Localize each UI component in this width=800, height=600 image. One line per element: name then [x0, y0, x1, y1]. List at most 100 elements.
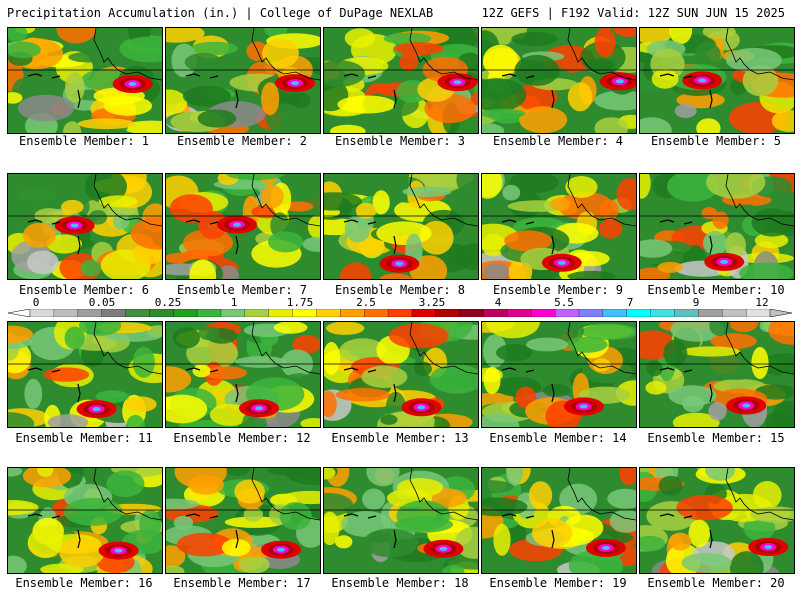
precip-blotch — [307, 215, 320, 239]
colorbar-swatch — [316, 309, 341, 317]
precip-blotch — [414, 361, 432, 377]
precip-blotch — [511, 31, 558, 47]
coastline — [251, 322, 320, 375]
precip-blotch — [502, 184, 521, 201]
colorbar-tick-label: 0.05 — [88, 296, 116, 309]
precip-blotch — [132, 346, 155, 378]
colorbar-tick-label: 0.25 — [154, 296, 182, 309]
precip-blotch — [166, 366, 192, 393]
colorbar-tick-label: 12 — [755, 296, 769, 309]
precip-blotch — [279, 502, 312, 530]
precip-blotch — [640, 239, 673, 258]
river-lines — [659, 73, 713, 109]
member-label: Ensemble Member: 3 — [334, 134, 466, 148]
precip-blotch — [204, 366, 248, 380]
member-label: Ensemble Member: 4 — [492, 134, 624, 148]
river-lines — [501, 73, 555, 109]
precip-blotch — [542, 383, 570, 397]
precip-max-core — [557, 260, 566, 265]
precip-max-core — [233, 222, 241, 227]
river-lines — [27, 219, 81, 255]
member-map-4 — [481, 27, 637, 134]
river-lines — [501, 367, 555, 403]
river-lines — [185, 367, 239, 403]
precip-blotch — [703, 230, 727, 256]
precip-max-core — [720, 259, 729, 264]
precip-blotch — [496, 343, 533, 362]
precip-blotch — [594, 28, 616, 58]
colorbar-tick-label: 2.5 — [356, 296, 376, 309]
colorbar-swatch — [387, 309, 413, 317]
coastline — [251, 28, 320, 81]
precip-blotch — [37, 468, 54, 477]
precip-blotch — [198, 210, 228, 239]
river-lines — [659, 367, 713, 403]
river-lines — [27, 73, 81, 109]
precip-field — [324, 28, 478, 133]
precip-field — [640, 28, 794, 133]
precip-blotch — [372, 190, 390, 215]
precip-blotch — [712, 211, 729, 230]
coastline — [725, 174, 794, 227]
precip-blotch — [64, 326, 85, 350]
precip-blotch — [709, 322, 731, 336]
coastline — [567, 174, 636, 227]
precip-blotch — [482, 108, 526, 119]
member-label: Ensemble Member: 1 — [18, 134, 150, 148]
precip-blotch — [725, 47, 782, 73]
precip-blotch — [77, 118, 135, 130]
member-label: Ensemble Member: 17 — [173, 576, 311, 590]
precip-blotch — [594, 117, 629, 133]
member-label: Ensemble Member: 11 — [15, 431, 153, 445]
river-lines — [185, 73, 239, 109]
colorbar-swatch — [196, 309, 222, 317]
member-map-14 — [481, 321, 637, 428]
precip-blotch — [226, 174, 285, 181]
precip-blotch — [198, 326, 219, 341]
colorbar-swatch — [578, 309, 604, 317]
precip-blotch — [504, 230, 553, 252]
precip-max-core — [601, 545, 610, 550]
colorbar-swatch — [531, 309, 556, 317]
precip-blotch — [330, 124, 366, 133]
colorbar-swatch — [698, 309, 723, 317]
precip-blotch — [567, 270, 616, 279]
precip-max-core — [277, 547, 285, 552]
precip-blotch — [324, 192, 362, 211]
member-map-16 — [7, 467, 163, 574]
precip-blotch — [658, 475, 683, 496]
precip-blotch — [493, 523, 511, 556]
precip-blotch — [18, 94, 75, 122]
precip-blotch — [396, 478, 444, 497]
precip-blotch — [243, 507, 263, 522]
coastline — [409, 174, 478, 227]
colorbar-swatch — [411, 309, 437, 317]
precip-blotch — [8, 28, 28, 43]
colorbar-tick-label: 5.5 — [554, 296, 574, 309]
precip-blotch — [344, 28, 376, 48]
precip-blotch — [261, 82, 280, 116]
precip-blotch — [166, 498, 199, 510]
precip-blotch — [362, 488, 386, 510]
precip-blotch — [482, 174, 503, 199]
precip-blotch — [188, 475, 224, 495]
precip-max-core — [70, 223, 79, 228]
precip-colorbar — [8, 309, 792, 317]
precip-blotch — [8, 500, 39, 515]
precip-blotch — [324, 511, 340, 546]
precip-blotch — [8, 555, 27, 573]
member-label: Ensemble Member: 16 — [15, 576, 153, 590]
precip-blotch — [61, 199, 84, 214]
precip-blotch — [609, 509, 636, 533]
precip-blotch — [640, 117, 672, 133]
coastline — [93, 322, 162, 375]
precip-blotch — [56, 28, 97, 44]
precip-blotch — [515, 83, 558, 112]
precip-blotch — [486, 322, 540, 339]
precip-blotch — [189, 259, 217, 279]
precip-blotch — [394, 42, 444, 56]
river-lines — [185, 513, 239, 549]
precip-blotch — [366, 468, 400, 487]
precip-max-core — [92, 407, 101, 412]
precip-blotch — [172, 327, 200, 349]
